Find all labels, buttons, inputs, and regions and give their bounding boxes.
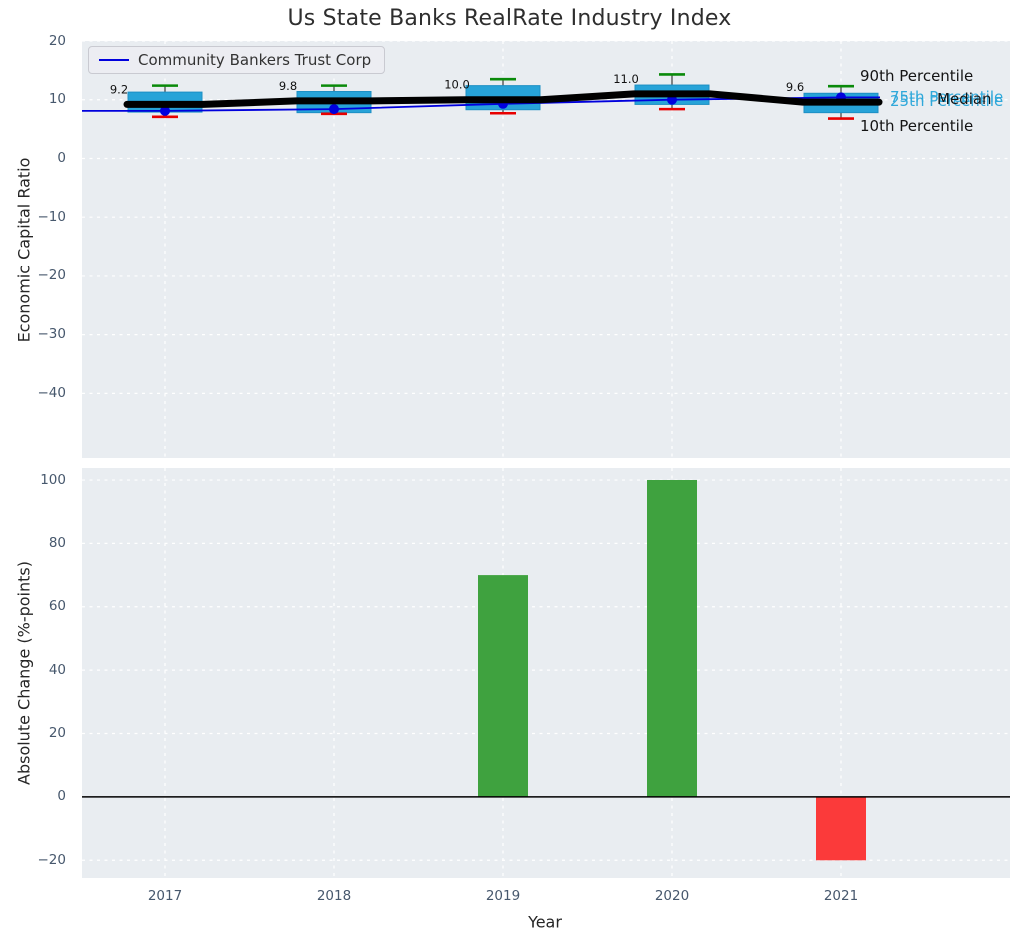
legend-line-icon [99,59,129,61]
bottom-y-tick-label: 100 [40,471,66,488]
median-value-label: 11.0 [613,72,639,86]
annotation-10th-percentile: 10th Percentile [860,117,974,135]
change-bar [478,575,528,797]
top-y-tick-label: −40 [37,384,67,401]
change-bar [647,480,697,797]
median-value-label: 9.6 [786,80,804,94]
change-bar [816,796,866,861]
x-tick-label: 2020 [654,888,690,904]
x-tick-label: 2017 [147,888,183,904]
x-tick-label: 2018 [316,888,352,904]
bottom-plot-area [82,468,1010,878]
chart-title: Us State Banks RealRate Industry Index [287,6,732,31]
top-y-tick-label: −10 [37,208,67,225]
annotation-25th-percentile: 25th Percentile [890,92,1004,110]
legend: Community Bankers Trust Corp [88,46,386,74]
bottom-y-tick-label: 60 [48,598,66,615]
bottom-y-tick-label: 80 [48,534,66,551]
median-value-label: 9.2 [110,82,128,96]
annotation-75th-percentile: 75th Percentile [890,88,1004,106]
annotation-median: Median [937,90,992,108]
top-y-tick-label: 10 [48,91,66,108]
legend-label: Community Bankers Trust Corp [138,51,372,69]
top-y-tick-label: 0 [57,149,66,166]
x-tick-label: 2021 [823,888,859,904]
company-point [329,104,339,115]
x-tick-label: 2019 [485,888,521,904]
bar-chart [82,468,1010,878]
median-value-label: 10.0 [444,78,470,92]
boxplot-chart: 9.2 9.8 10.0 11.0 9.6 [82,41,1010,458]
bottom-y-tick-label: −20 [37,851,67,868]
top-y-axis-label: Economic Capital Ratio [14,157,34,343]
company-point [160,105,170,116]
x-axis-label: Year [528,912,562,932]
median-line [123,90,883,108]
top-y-tick-label: −30 [37,326,67,343]
bottom-y-tick-label: 0 [57,788,66,805]
top-y-tick-label: −20 [37,267,67,284]
bottom-y-tick-label: 20 [48,725,66,742]
median-value-label: 9.8 [279,79,297,93]
top-y-tick-label: 20 [48,32,66,49]
top-plot-area: 9.2 9.8 10.0 11.0 9.6 [82,41,1010,458]
annotation-90th-percentile: 90th Percentile [860,67,974,85]
bottom-y-tick-label: 40 [48,661,66,678]
